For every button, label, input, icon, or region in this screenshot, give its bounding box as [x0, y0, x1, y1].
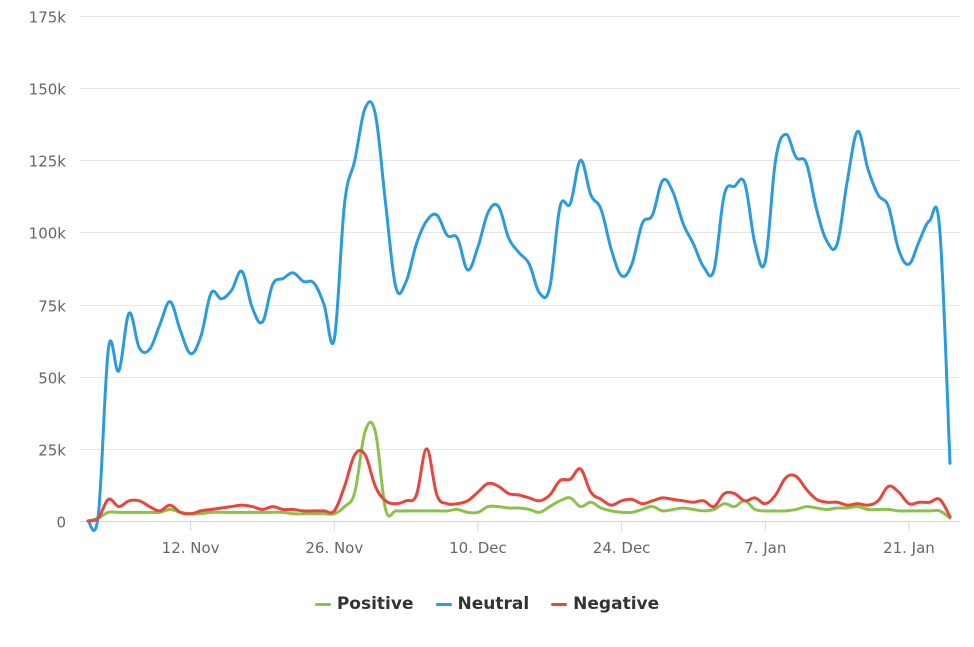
y-tick-label: 100k	[29, 225, 67, 243]
x-tick-label: 26. Nov	[305, 539, 363, 557]
y-tick-label: 175k	[29, 9, 67, 27]
y-tick-label: 150k	[29, 81, 67, 99]
y-tick-label: 125k	[29, 153, 67, 171]
legend-label-neutral: Neutral	[457, 594, 530, 614]
gridlines	[80, 16, 960, 450]
series-line-neutral[interactable]	[86, 100, 952, 532]
x-tick-label: 24. Dec	[593, 539, 651, 557]
y-tick-label: 0	[56, 514, 66, 532]
series-line-negative[interactable]	[86, 447, 952, 523]
legend-swatch-positive	[314, 602, 331, 606]
x-axis-ticks: 12. Nov 26. Nov 10. Dec 24. Dec 7. Jan 21. Ja…	[162, 521, 935, 557]
y-tick-label: 75k	[38, 298, 66, 316]
legend-swatch-neutral	[435, 602, 452, 606]
series-lines	[86, 100, 952, 532]
series-line-positive[interactable]	[86, 420, 952, 523]
legend: Positive Neutral Negative	[0, 594, 974, 614]
x-tick-label: 10. Dec	[449, 539, 507, 557]
x-tick-label: 12. Nov	[162, 539, 220, 557]
x-tick-label: 21. Jan	[883, 539, 935, 557]
legend-label-positive: Positive	[336, 594, 414, 614]
x-tick-label: 7. Jan	[744, 539, 786, 557]
y-tick-label: 50k	[38, 370, 66, 388]
legend-item-neutral[interactable]: Neutral	[435, 594, 530, 614]
legend-item-negative[interactable]: Negative	[551, 594, 659, 614]
y-tick-label: 25k	[38, 442, 66, 460]
y-axis-ticks: 0 25k 50k 75k 100k 125k 150k 175k	[29, 9, 67, 532]
legend-label-negative: Negative	[573, 594, 660, 614]
line-chart: 0 25k 50k 75k 100k 125k 150k 175k 12. Nov 26. No…	[29, 9, 960, 557]
legend-swatch-negative	[551, 602, 568, 606]
legend-item-positive[interactable]: Positive	[314, 594, 414, 614]
